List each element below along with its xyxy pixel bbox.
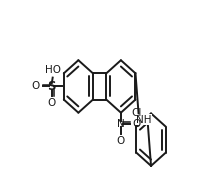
Text: O: O [32, 82, 40, 91]
Text: S: S [48, 80, 56, 93]
Text: O: O [117, 136, 125, 146]
Text: Cl: Cl [131, 108, 142, 118]
Text: HO: HO [45, 65, 61, 75]
Text: NH: NH [135, 115, 151, 125]
Text: O: O [48, 98, 56, 108]
Text: O: O [132, 119, 141, 129]
Text: N: N [117, 119, 125, 129]
